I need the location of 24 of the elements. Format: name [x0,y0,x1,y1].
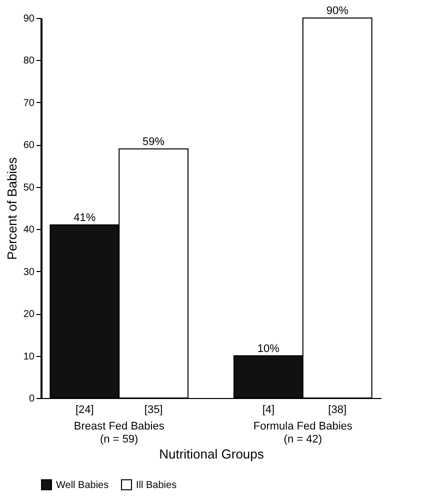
y-tick-label: 20 [23,309,35,320]
legend-label: Well Babies [56,480,109,491]
y-axis-title: Percent of Babies [4,156,20,260]
y-tick-label: 30 [23,266,35,278]
data-label: 41% [74,212,96,224]
data-label: 10% [257,342,280,355]
y-tick-label: 80 [23,56,35,67]
y-tick-label: 50 [23,182,35,194]
x-axis-title: Nutritional Groups [159,446,264,462]
y-tick-label: 40 [23,224,35,236]
x-tick-label: Breast Fed Babies (n = 59) [74,420,165,446]
data-label: 90% [326,5,349,17]
y-tick-label: 10 [23,351,35,362]
y-tick-label: 70 [23,98,35,109]
x-tick-label: Formula Fed Babies (n = 42) [253,420,353,446]
text: [4] [262,404,275,416]
y-tick-label: 60 [23,140,35,152]
data-label: 59% [142,136,165,148]
text: [38] [328,404,347,416]
text: [35] [144,404,163,416]
legend-label: Ill Babies [136,480,177,491]
text: [24] [75,404,94,416]
y-tick-label: 90 [23,14,35,24]
y-tick-label: 0 [28,394,35,404]
